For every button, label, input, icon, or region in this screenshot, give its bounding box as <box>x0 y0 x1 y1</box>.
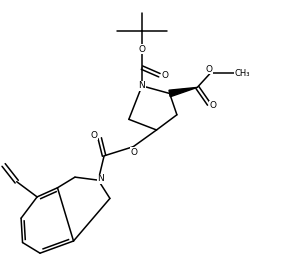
Text: CH₃: CH₃ <box>235 69 250 78</box>
Text: O: O <box>161 71 168 80</box>
Text: O: O <box>91 131 98 140</box>
Text: O: O <box>205 65 212 74</box>
Text: O: O <box>139 45 146 54</box>
Polygon shape <box>169 87 197 97</box>
Text: O: O <box>130 148 137 157</box>
Text: O: O <box>210 101 217 110</box>
Text: N: N <box>139 81 145 90</box>
Text: N: N <box>97 174 104 183</box>
